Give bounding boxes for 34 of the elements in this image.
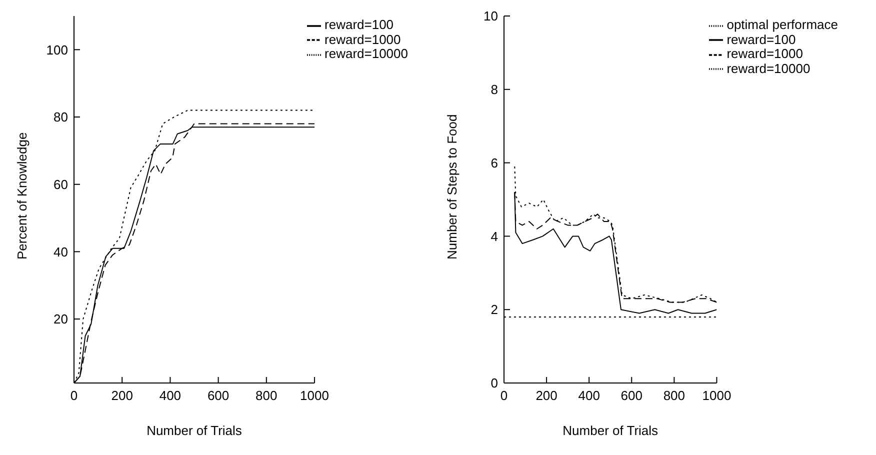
- y-tick-label: 60: [54, 176, 68, 192]
- y-axis-title: Number of Steps to Food: [444, 114, 460, 260]
- x-tick-label: 0: [70, 388, 78, 404]
- x-tick-label: 200: [111, 388, 133, 404]
- x-tick-label: 600: [207, 388, 230, 404]
- y-tick-label: 100: [46, 42, 68, 58]
- x-axis-title: Number of Trials: [562, 423, 659, 438]
- x-tick-label: 200: [536, 388, 558, 404]
- y-tick-label: 8: [490, 82, 498, 98]
- y-tick-label: 10: [484, 8, 498, 24]
- y-tick-label: 40: [54, 244, 68, 260]
- legend-label: optimal performace: [726, 17, 838, 32]
- legend-label: reward=100: [324, 17, 394, 32]
- y-tick-label: 2: [490, 302, 498, 318]
- x-tick-label: 600: [620, 388, 642, 404]
- y-tick-label: 4: [490, 228, 498, 244]
- y-tick-label: 0: [490, 376, 498, 391]
- x-axis-title: Number of Trials: [146, 423, 242, 438]
- y-tick-label: 20: [54, 312, 68, 327]
- x-tick-label: 800: [663, 388, 686, 404]
- x-tick-label: 400: [578, 388, 600, 404]
- y-tick-label: 80: [54, 110, 68, 125]
- legend-label: reward=100: [726, 32, 796, 47]
- legend-label: reward=10000: [324, 46, 408, 62]
- y-tick-label: 6: [490, 155, 498, 170]
- x-tick-label: 1000: [300, 388, 329, 404]
- x-tick-label: 1000: [702, 388, 732, 404]
- legend-label: reward=1000: [324, 32, 401, 47]
- x-tick-label: 0: [500, 388, 508, 404]
- legend-label: reward=10000: [726, 60, 810, 76]
- x-tick-label: 400: [159, 388, 182, 404]
- y-axis-title: Percent of Knowledge: [14, 132, 30, 260]
- x-tick-label: 800: [256, 388, 278, 404]
- legend-label: reward=1000: [726, 46, 803, 62]
